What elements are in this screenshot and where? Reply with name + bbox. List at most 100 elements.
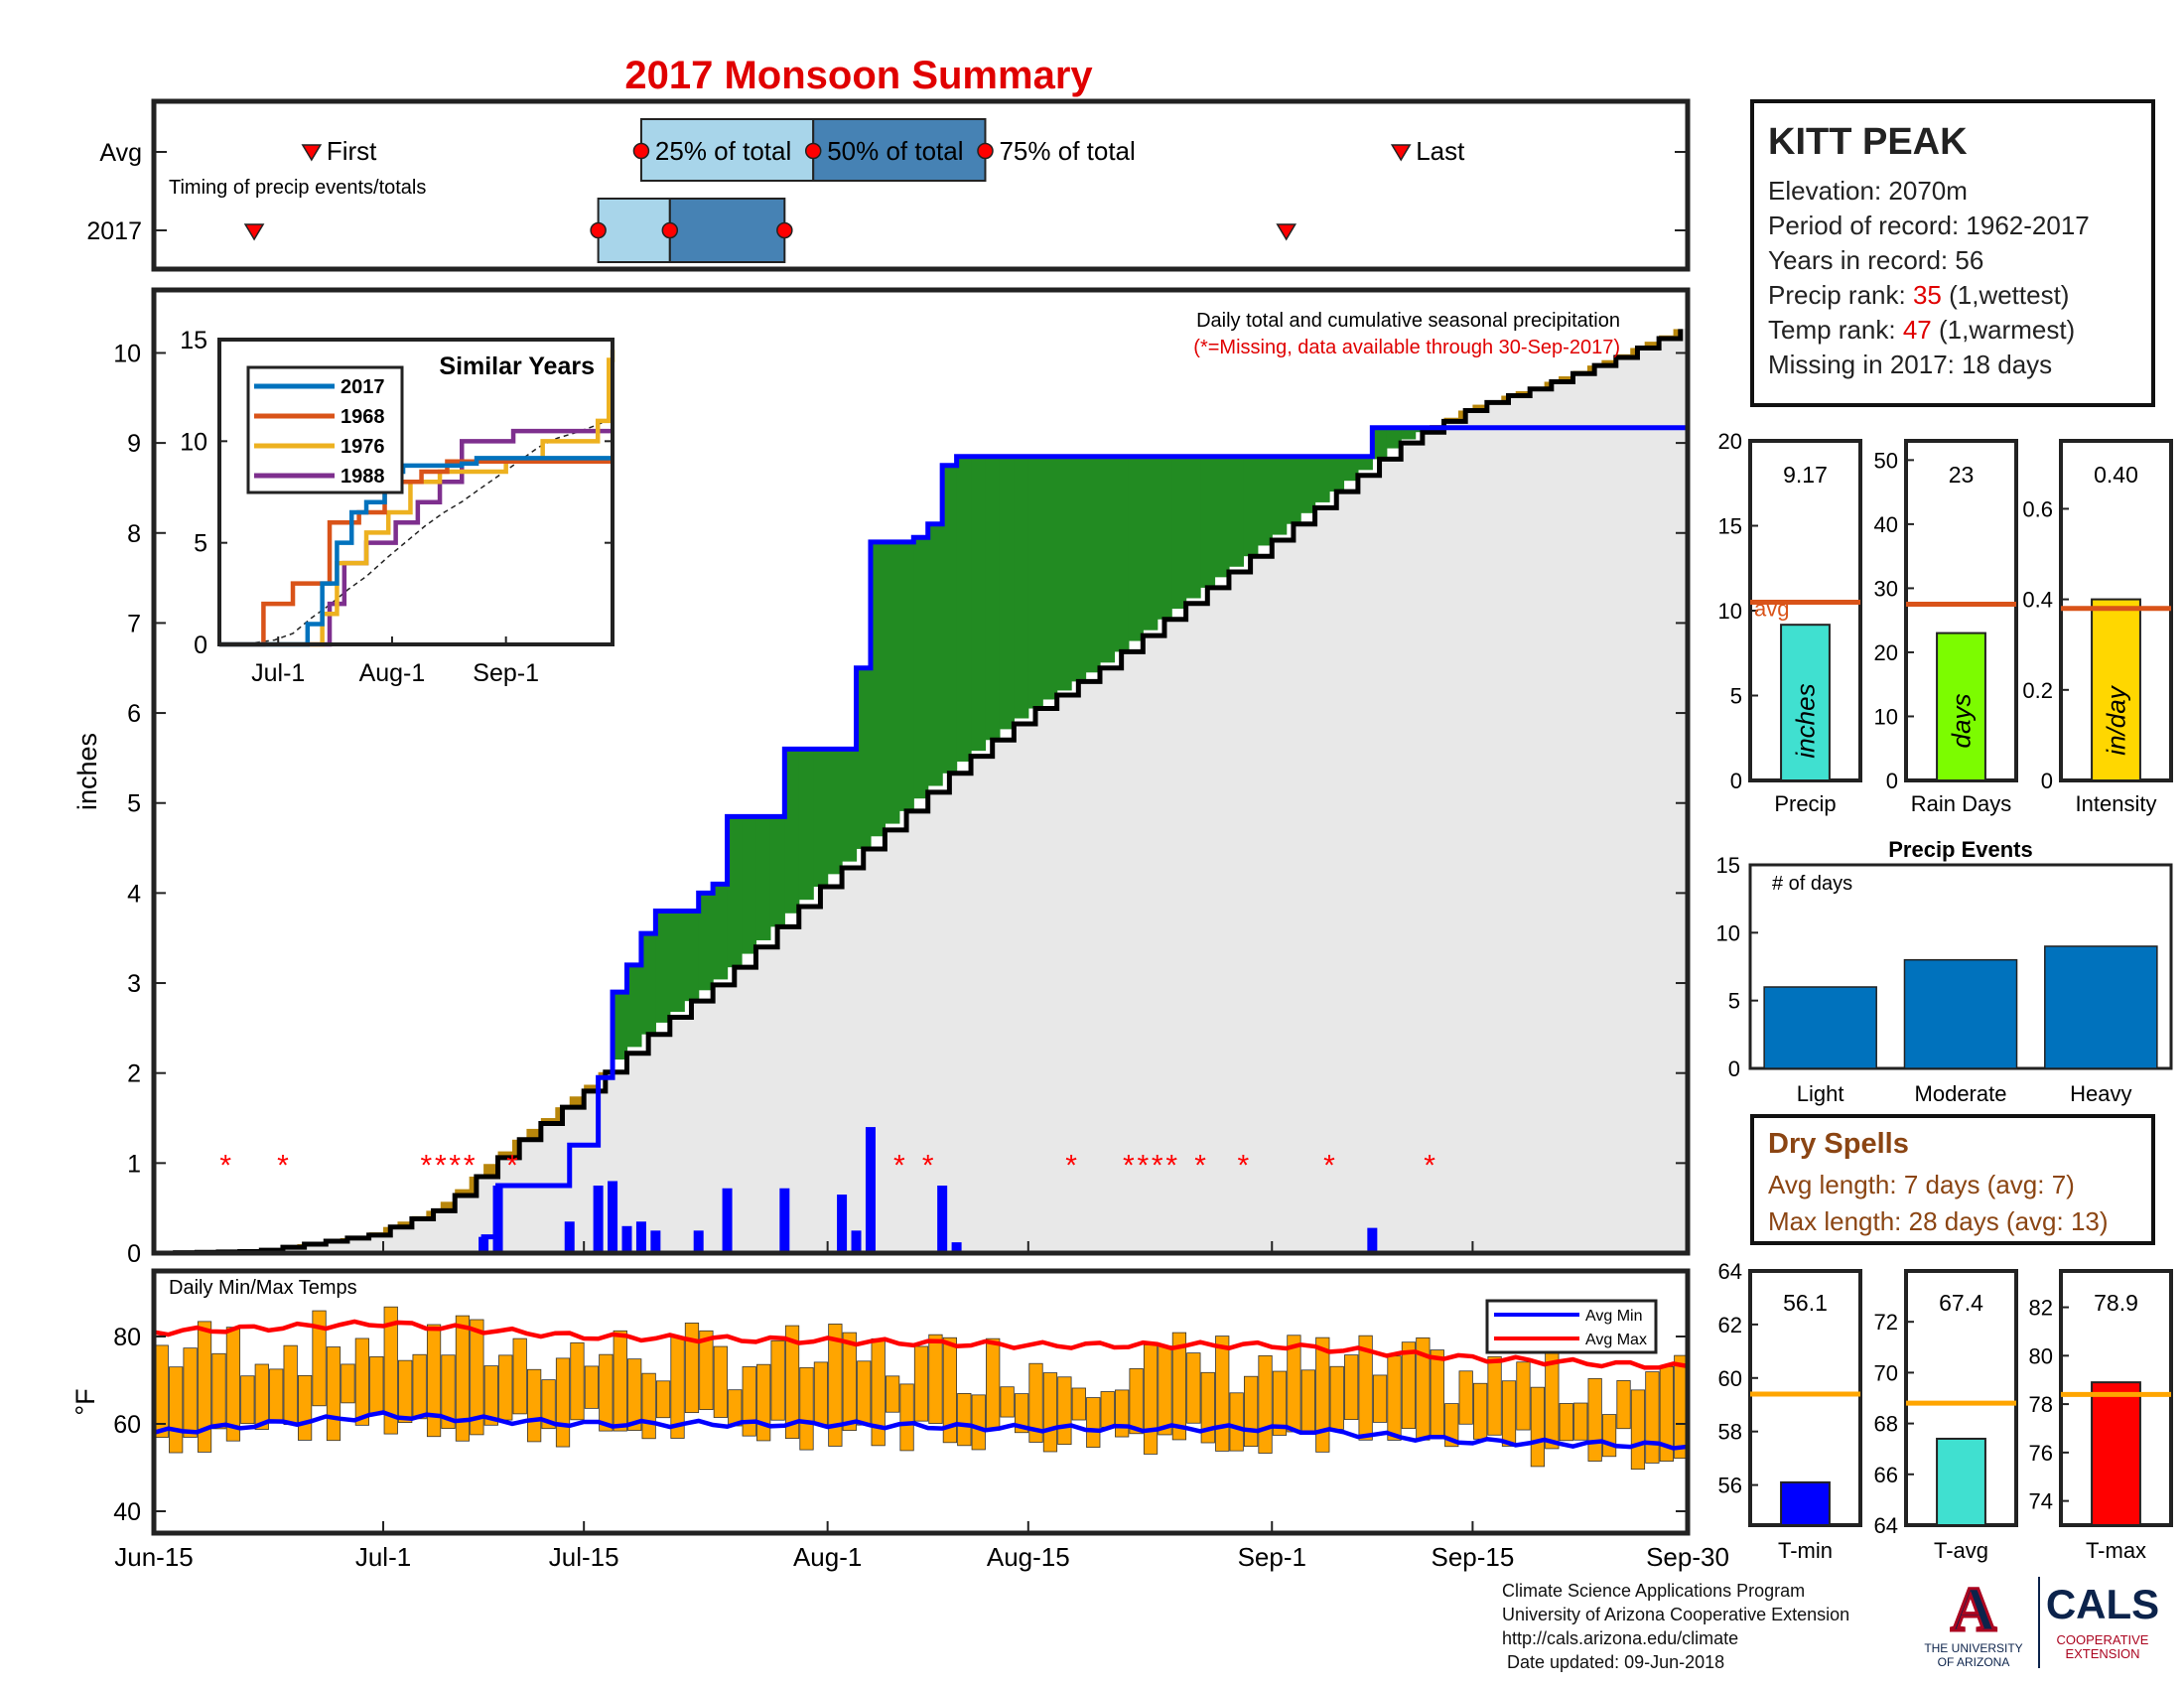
daily-precip-bar	[851, 1230, 862, 1253]
above-average-fill	[898, 541, 914, 811]
daily-temp-bar	[928, 1334, 943, 1424]
timing-first-label: First	[327, 136, 377, 166]
daily-temp-bar	[1028, 1362, 1043, 1443]
daily-precip-bar	[937, 1186, 948, 1253]
timing-last-marker	[1390, 144, 1412, 162]
daily-temp-bar	[1086, 1397, 1101, 1448]
missing-day-marker: *	[506, 1149, 518, 1182]
daily-temp-bar	[1630, 1389, 1646, 1471]
daily-temp-bar	[1587, 1377, 1602, 1462]
events-bar-moderate	[1903, 958, 2018, 1069]
above-average-fill	[1228, 456, 1244, 567]
daily-temp-bar	[1358, 1335, 1373, 1441]
daily-temp-bar	[541, 1379, 556, 1430]
cals-logo-sub-2: EXTENSION	[2065, 1646, 2139, 1661]
timing-percentile-marker	[977, 142, 994, 160]
daily-temp-bar	[1573, 1402, 1588, 1441]
daily-temp-bar	[1243, 1375, 1259, 1447]
timing-panel: Avg 2017 Timing of precip events/totals Fir…	[86, 98, 1691, 272]
precip-rank-value: 35	[1912, 280, 1942, 310]
daily-temp-bar	[1215, 1336, 1230, 1452]
missing-day-marker: *	[421, 1149, 433, 1182]
t-max-tick-label: 78	[2029, 1392, 2053, 1417]
above-average-fill	[798, 749, 814, 901]
rain-days-tick-label: 50	[1874, 448, 1898, 473]
inset-title: Similar Years	[439, 352, 595, 380]
timing-percentile-marker	[590, 221, 607, 239]
above-average-fill	[1014, 456, 1029, 719]
above-average-fill	[942, 465, 958, 774]
above-average-fill	[913, 537, 929, 799]
above-average-fill	[1143, 456, 1159, 631]
above-average-fill	[698, 893, 714, 991]
rain-days-tick-label: 20	[1874, 640, 1898, 665]
t-min-bar	[1780, 1480, 1831, 1527]
missing-day-marker: *	[1152, 1149, 1163, 1182]
daily-temp-bar	[784, 1325, 800, 1440]
t-min-label: T-min	[1778, 1538, 1833, 1563]
precip-bar	[1780, 624, 1831, 781]
daily-temp-bar	[527, 1368, 542, 1443]
daily-temp-bar	[1601, 1414, 1617, 1458]
timing-row-2017: 2017	[86, 217, 142, 245]
daily-temp-bar	[240, 1375, 255, 1425]
above-average-fill	[971, 456, 987, 752]
temps-panel-label: Daily Min/Max Temps	[169, 1277, 357, 1299]
daily-temp-bar	[1042, 1372, 1058, 1453]
daily-temp-bar	[1229, 1392, 1244, 1452]
above-average-fill	[1085, 456, 1101, 673]
inset-legend-label-1968: 1968	[341, 406, 385, 428]
missing-day-marker: *	[893, 1149, 905, 1182]
daily-temp-bar	[1616, 1380, 1631, 1430]
x-tick-label: Aug-15	[987, 1542, 1070, 1572]
daily-temp-bar	[498, 1354, 513, 1421]
daily-temp-bar	[1300, 1369, 1315, 1434]
daily-temp-bar	[813, 1361, 829, 1426]
main-y-tick-label: 8	[127, 520, 141, 548]
temps-y-axis-label: °F	[70, 1388, 100, 1415]
t-min-tick-label: 64	[1718, 1259, 1742, 1284]
timing-percentile-marker	[804, 142, 822, 160]
daily-precip-bar	[564, 1221, 575, 1253]
daily-temp-bar	[1100, 1391, 1115, 1428]
climatology-cumulative-line	[154, 329, 1684, 1256]
inset-legend-label-1976: 1976	[341, 436, 385, 458]
timing-caption: Timing of precip events/totals	[169, 177, 426, 199]
t-max-tick-label: 76	[2029, 1441, 2053, 1466]
main-y-tick-label: 0	[127, 1240, 141, 1268]
above-average-fill	[1128, 456, 1144, 641]
above-average-fill	[1314, 456, 1330, 502]
daily-temp-bar	[1171, 1332, 1187, 1441]
daily-temp-bar	[1473, 1382, 1488, 1440]
daily-temp-bar	[1444, 1403, 1459, 1448]
rain-days-tick-label: 40	[1874, 512, 1898, 537]
daily-temp-bar	[1530, 1386, 1546, 1468]
daily-temp-bar	[1200, 1371, 1215, 1444]
above-average-fill	[1329, 456, 1345, 492]
daily-precip-bar	[492, 1186, 503, 1253]
above-average-fill	[1099, 456, 1116, 663]
t-max-tick-label: 80	[2029, 1343, 2053, 1368]
temps-frame	[151, 1268, 1691, 1536]
above-average-fill	[1243, 456, 1259, 557]
dry-spells-box: Dry Spells Avg length: 7 days (avg: 7) M…	[1750, 1114, 2155, 1245]
daily-temp-bar	[570, 1341, 585, 1421]
precip-rank: Precip rank: 35 (1,wettest)	[1768, 278, 2137, 313]
above-average-fill	[669, 911, 685, 1013]
credits-url[interactable]: http://cals.arizona.edu/climate	[1502, 1628, 1739, 1648]
above-average-fill	[856, 667, 872, 849]
daily-temp-bar	[1129, 1368, 1144, 1435]
inset-line-1976	[219, 350, 615, 647]
t-min-tick-label: 58	[1718, 1420, 1742, 1445]
missing-day-marker: *	[1424, 1149, 1435, 1182]
t-avg-tick-label: 64	[1874, 1513, 1898, 1538]
ua-logo-text-2: OF ARIZONA	[1938, 1655, 2010, 1669]
daily-temp-bar	[1186, 1352, 1201, 1424]
x-tick-label: Jun-15	[114, 1542, 194, 1572]
above-average-fill	[999, 456, 1015, 730]
daily-temp-bar	[599, 1353, 614, 1432]
daily-precip-bar	[722, 1188, 733, 1253]
above-average-fill	[727, 816, 743, 968]
missing-day-marker: *	[1194, 1149, 1206, 1182]
